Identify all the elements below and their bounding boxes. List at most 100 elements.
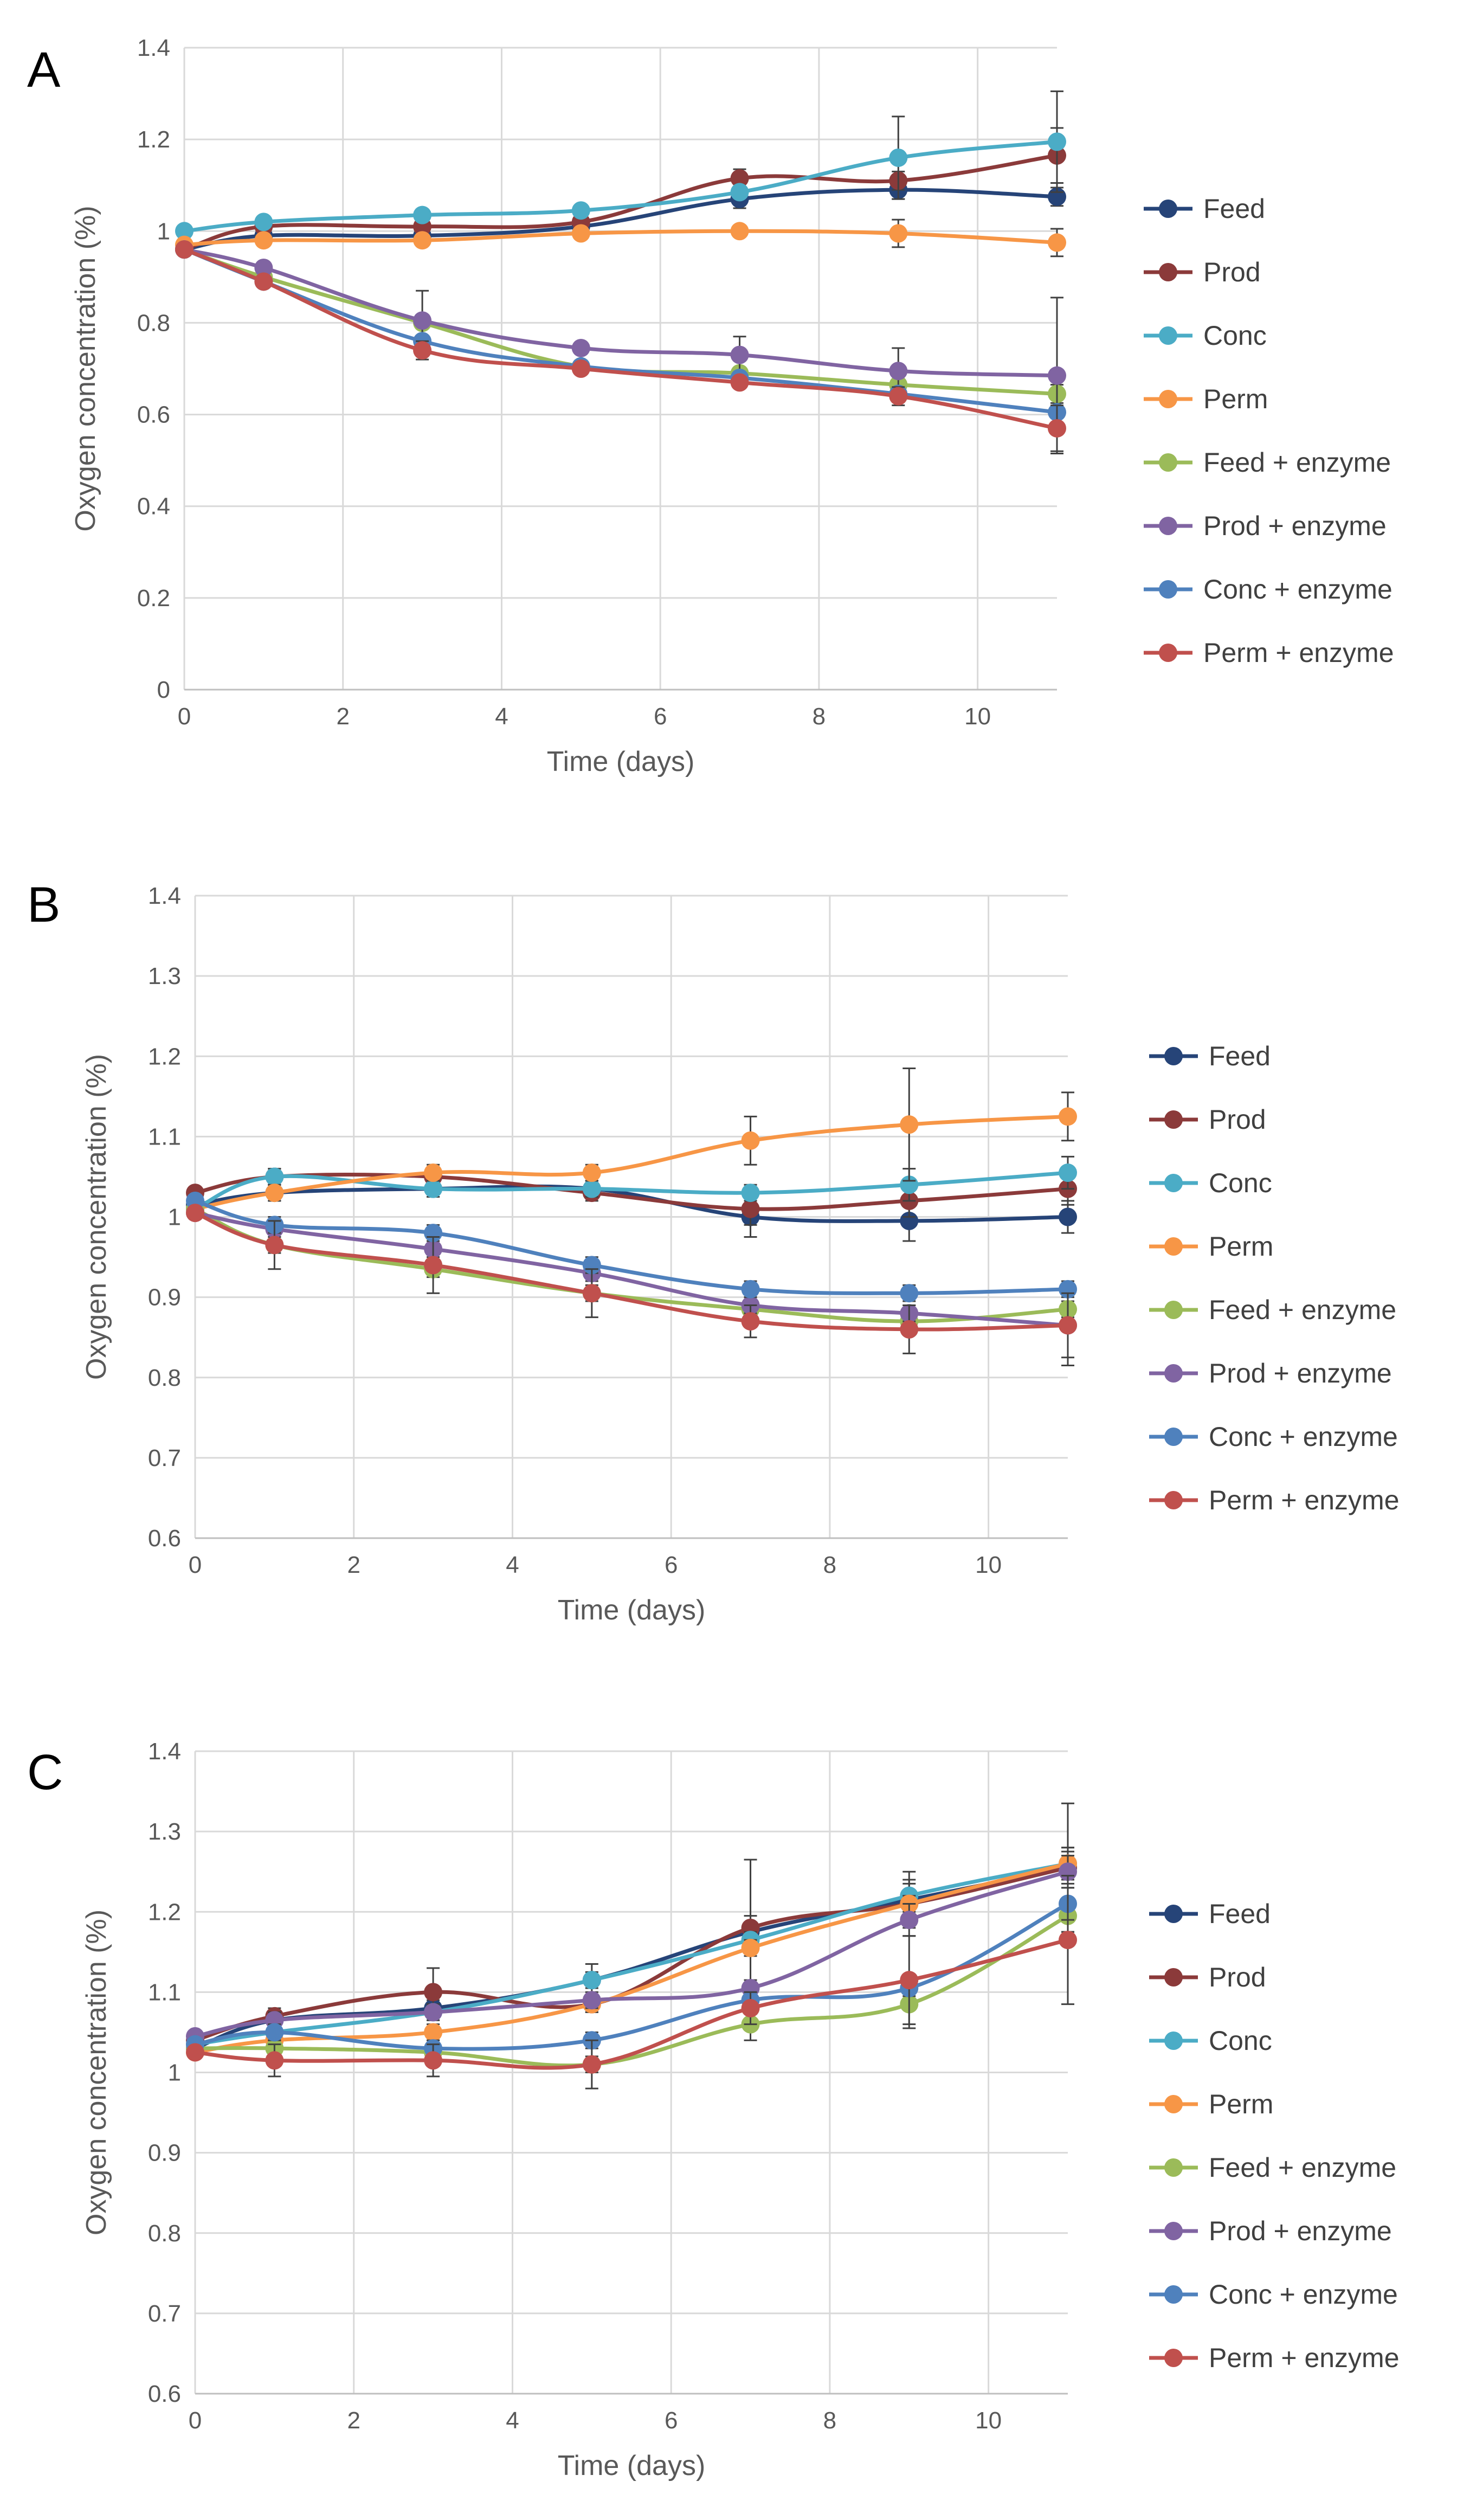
data-point — [254, 258, 273, 277]
x-tick-label: 2 — [336, 703, 349, 730]
data-point — [571, 201, 590, 220]
legend-item-feed: Feed — [1149, 1899, 1271, 1929]
legend-label: Conc — [1209, 2026, 1272, 2056]
data-point — [413, 341, 432, 360]
data-point — [900, 1115, 919, 1134]
legend-label: Perm + enzyme — [1209, 1485, 1400, 1515]
panel-label: A — [27, 42, 61, 98]
legend-item-prod: Prod — [1149, 1104, 1266, 1135]
y-tick-label: 0.2 — [137, 585, 170, 612]
data-point — [175, 222, 194, 241]
legend-item-prod-enzyme: Prod + enzyme — [1149, 1358, 1392, 1388]
legend-label: Feed + enzyme — [1203, 447, 1391, 478]
legend-label: Prod — [1209, 1962, 1266, 1992]
legend-marker — [1164, 1301, 1183, 1319]
y-tick-label: 0.6 — [148, 1525, 181, 1552]
legend-marker — [1164, 2032, 1183, 2050]
chart-panel-c: C 0.6 0.7 0.8 0.9 1 1.1 1.2 1.3 1.4 0 2 4 6 8 10 Time (d… — [27, 1738, 1400, 2482]
data-point — [889, 148, 908, 167]
y-tick-label: 1 — [168, 2060, 181, 2086]
data-point — [1048, 366, 1066, 385]
panel-label: B — [27, 877, 60, 933]
y-tick-label: 0.7 — [148, 2300, 181, 2327]
data-point — [424, 1163, 443, 1182]
data-point — [1048, 132, 1066, 151]
data-point — [1059, 1316, 1077, 1335]
x-tick-label: 8 — [823, 1552, 836, 1578]
data-point — [889, 224, 908, 243]
series-prod — [186, 1802, 1077, 2050]
chart-panel-a: A 0 0.2 0.4 0.6 0.8 1 1.2 1.4 0 2 4 6 8 10 Time (days) O… — [27, 35, 1394, 777]
x-tick-label: 6 — [665, 1552, 678, 1578]
data-point — [582, 1991, 601, 2010]
legend-item-conc: Conc — [1144, 320, 1267, 351]
x-tick-label: 4 — [506, 2407, 519, 2434]
data-point — [424, 1179, 443, 1198]
series-prod-enzyme — [175, 240, 1066, 454]
legend-item-conc: Conc — [1149, 1168, 1272, 1198]
x-axis-title: Time (days) — [558, 1595, 706, 1626]
data-point — [900, 1911, 919, 1930]
legend-marker — [1164, 2095, 1183, 2113]
legend-item-feed: Feed — [1144, 194, 1265, 224]
y-axis-title: Oxygen concentration (%) — [81, 1910, 112, 2235]
data-point — [889, 362, 908, 381]
legend-item-perm: Perm — [1149, 1231, 1273, 1262]
legend-marker — [1164, 1905, 1183, 1923]
legend-marker — [1164, 2285, 1183, 2304]
series-feed-enzyme — [175, 240, 1066, 404]
legend-label: Conc + enzyme — [1209, 2279, 1398, 2310]
data-point — [730, 169, 749, 188]
legend-item-conc-enzyme: Conc + enzyme — [1149, 1422, 1398, 1452]
series-line — [182, 247, 1059, 430]
legend-item-perm: Perm — [1144, 384, 1268, 414]
data-point — [741, 1280, 760, 1298]
legend-marker — [1159, 453, 1177, 472]
x-tick-label: 10 — [964, 703, 991, 730]
legend-marker — [1159, 517, 1177, 535]
data-point — [1059, 1207, 1077, 1226]
data-point — [413, 231, 432, 250]
data-point — [413, 311, 432, 330]
y-axis-title: Oxygen concentration (%) — [81, 1054, 112, 1380]
legend-label: Prod + enzyme — [1209, 1358, 1392, 1388]
legend-item-perm-enzyme: Perm + enzyme — [1144, 638, 1394, 668]
data-point — [265, 1167, 284, 1186]
series-line — [193, 1861, 1070, 2054]
chart-panel-b: B 0.6 0.7 0.8 0.9 1 1.1 1.2 1.3 1.4 0 2 4 6 8 10 Time (d… — [27, 877, 1400, 1626]
legend-marker — [1164, 2158, 1183, 2177]
legend-label: Prod + enzyme — [1209, 2216, 1392, 2246]
legend-label: Feed — [1209, 1041, 1271, 1071]
y-tick-label: 1 — [157, 218, 170, 245]
x-tick-label: 10 — [975, 2407, 1002, 2434]
y-tick-label: 1.3 — [148, 963, 181, 989]
legend-marker — [1164, 1047, 1183, 1065]
x-tick-label: 8 — [823, 2407, 836, 2434]
data-point — [730, 373, 749, 392]
x-tick-label: 0 — [189, 2407, 202, 2434]
legend-label: Prod — [1209, 1104, 1266, 1135]
legend-marker — [1164, 1174, 1183, 1192]
legend-marker — [1164, 1237, 1183, 1256]
data-point — [900, 1971, 919, 1990]
legend-label: Conc — [1203, 320, 1267, 351]
y-tick-label: 1.4 — [137, 35, 170, 61]
data-point — [186, 2043, 204, 2062]
data-point — [730, 183, 749, 202]
series-conc-enzyme — [186, 1191, 1077, 1303]
data-point — [1048, 419, 1066, 438]
legend-label: Prod + enzyme — [1203, 511, 1387, 541]
series-line — [182, 247, 1059, 378]
legend-marker — [1159, 326, 1177, 345]
data-point — [571, 338, 590, 357]
data-point — [900, 1284, 919, 1303]
data-point — [1059, 1107, 1077, 1126]
legend-label: Conc + enzyme — [1203, 574, 1392, 605]
data-point — [741, 1184, 760, 1203]
data-point — [254, 272, 273, 291]
data-point — [265, 2023, 284, 2042]
y-tick-label: 1.1 — [148, 1979, 181, 2005]
y-tick-label: 1.1 — [148, 1123, 181, 1150]
y-tick-label: 0.9 — [148, 1284, 181, 1311]
